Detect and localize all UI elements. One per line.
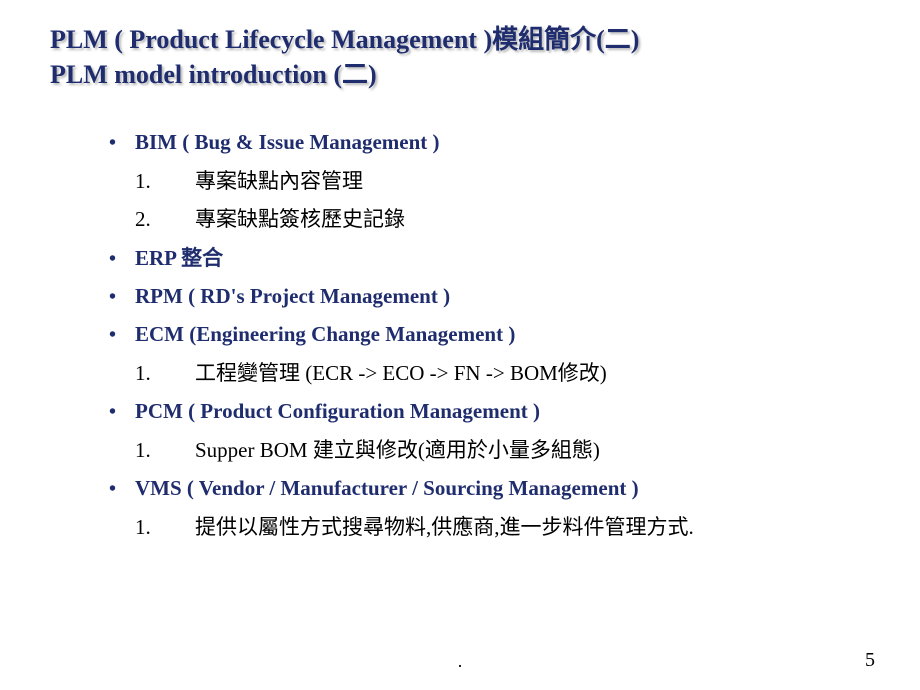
bullet-item-pcm: • PCM ( Product Configuration Management… [105,396,870,426]
numbered-text: 專案缺點簽核歷史記錄 [195,204,405,234]
numbered-item: 1. 工程變管理 (ECR -> ECO -> FN -> BOM修改) [105,358,870,388]
title-line-2: PLM model introduction (二) [50,57,870,92]
numbered-item: 1. 提供以屬性方式搜尋物料,供應商,進一步料件管理方式. [105,512,870,542]
numbered-text: 提供以屬性方式搜尋物料,供應商,進一步料件管理方式. [195,512,694,542]
number-marker: 2. [135,207,195,232]
title-block: PLM ( Product Lifecycle Management )模組簡介… [50,22,870,92]
number-marker: 1. [135,438,195,463]
number-marker: 1. [135,361,195,386]
bullet-item-bim: • BIM ( Bug & Issue Management ) [105,127,870,157]
bullet-text: RPM ( RD's Project Management ) [135,281,450,311]
bullet-text: ERP 整合 [135,243,223,273]
bullet-item-rpm: • RPM ( RD's Project Management ) [105,281,870,311]
bullet-marker-icon: • [105,478,135,501]
bullet-text: ECM (Engineering Change Management ) [135,319,515,349]
footer-center: . [0,651,920,672]
bullet-marker-icon: • [105,132,135,155]
bullet-item-vms: • VMS ( Vendor / Manufacturer / Sourcing… [105,473,870,503]
bullet-marker-icon: • [105,286,135,309]
numbered-item: 1. 專案缺點內容管理 [105,166,870,196]
bullet-text: VMS ( Vendor / Manufacturer / Sourcing M… [135,473,639,503]
number-marker: 1. [135,515,195,540]
bullet-item-erp: • ERP 整合 [105,243,870,273]
numbered-text: Supper BOM 建立與修改(適用於小量多組態) [195,435,600,465]
numbered-item: 1. Supper BOM 建立與修改(適用於小量多組態) [105,435,870,465]
bullet-marker-icon: • [105,324,135,347]
bullet-marker-icon: • [105,401,135,424]
bullet-item-ecm: • ECM (Engineering Change Management ) [105,319,870,349]
slide-container: PLM ( Product Lifecycle Management )模組簡介… [0,0,920,690]
numbered-item: 2. 專案缺點簽核歷史記錄 [105,204,870,234]
numbered-text: 專案缺點內容管理 [195,166,363,196]
numbered-text: 工程變管理 (ECR -> ECO -> FN -> BOM修改) [195,358,607,388]
number-marker: 1. [135,169,195,194]
bullet-text: BIM ( Bug & Issue Management ) [135,127,440,157]
content-area: • BIM ( Bug & Issue Management ) 1. 專案缺點… [50,127,870,542]
bullet-marker-icon: • [105,248,135,271]
page-number: 5 [865,649,875,672]
bullet-text: PCM ( Product Configuration Management ) [135,396,540,426]
title-line-1: PLM ( Product Lifecycle Management )模組簡介… [50,22,870,57]
